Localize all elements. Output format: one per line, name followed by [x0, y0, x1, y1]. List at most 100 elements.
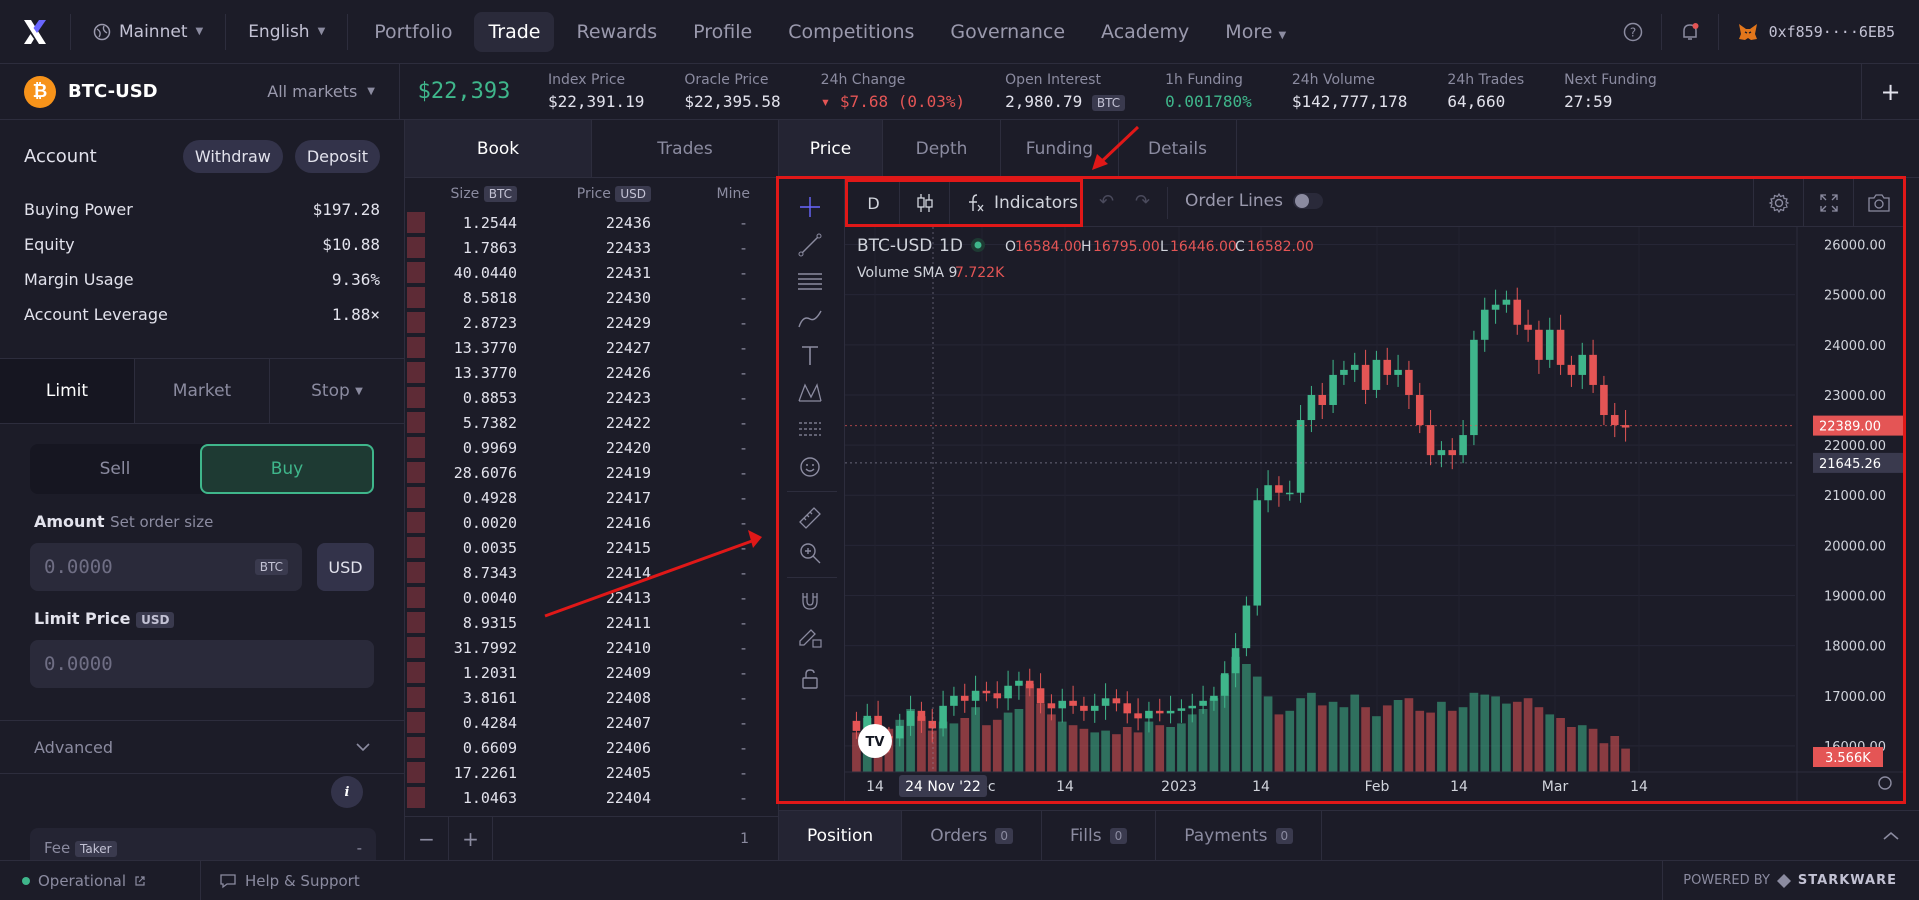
lock-drawing-tool[interactable] [792, 619, 828, 655]
fib-tool[interactable] [792, 263, 828, 299]
zoom-in-button[interactable]: + [449, 816, 493, 860]
orderbook-row[interactable]: 2.8723 22429 - [405, 310, 778, 335]
text-tool[interactable] [792, 337, 828, 373]
orderbook-row[interactable]: 40.0440 22431 - [405, 260, 778, 285]
orderbook-row[interactable]: 3.8161 22408 - [405, 685, 778, 710]
orderbook-row[interactable]: 0.4284 22407 - [405, 710, 778, 735]
tab-position[interactable]: Position [779, 811, 903, 860]
screenshot-button[interactable] [1853, 179, 1903, 227]
orderbook-row[interactable]: 0.6609 22406 - [405, 735, 778, 760]
orderbook-row[interactable]: 8.9315 22411 - [405, 610, 778, 635]
orderbook-row[interactable]: 8.5818 22430 - [405, 285, 778, 310]
help-support-link[interactable]: Help & Support [200, 860, 360, 900]
orderbook-row[interactable]: 0.0035 22415 - [405, 535, 778, 560]
magnet-tool[interactable] [792, 583, 828, 619]
tab-orders[interactable]: Orders 0 [902, 811, 1043, 860]
zoom-tool[interactable] [792, 535, 828, 571]
nav-portfolio[interactable]: Portfolio [374, 20, 453, 43]
orderbook-row[interactable]: 17.2261 22405 - [405, 760, 778, 785]
orderbook-row[interactable]: 0.0020 22416 - [405, 510, 778, 535]
pattern-tool[interactable] [792, 375, 828, 411]
tradingview-logo[interactable]: TV [858, 724, 892, 758]
trendline-tool[interactable] [792, 227, 828, 263]
chart-settings-gear[interactable] [1878, 776, 1892, 790]
orderbook-row[interactable]: 5.7382 22422 - [405, 410, 778, 435]
chart-settings-button[interactable] [1753, 179, 1803, 227]
lock-all-tool[interactable] [792, 661, 828, 697]
brush-tool[interactable] [792, 301, 828, 337]
y-tick-label: 19000.00 [1824, 590, 1886, 605]
sell-button[interactable]: Sell [99, 459, 131, 479]
tab-book[interactable]: Book [405, 120, 592, 177]
tab-price[interactable]: Price [779, 120, 883, 177]
add-panel-button[interactable]: + [1861, 63, 1919, 120]
nav-rewards[interactable]: Rewards [576, 20, 658, 43]
notifications-button[interactable] [1662, 0, 1718, 64]
tab-market[interactable]: Market [135, 359, 270, 423]
orderbook-row[interactable]: 13.3770 22427 - [405, 335, 778, 360]
tab-funding[interactable]: Funding [1001, 120, 1119, 177]
advanced-toggle[interactable]: Advanced [0, 720, 404, 774]
mine-header: Mine [716, 186, 750, 202]
deposit-button[interactable]: Deposit [294, 139, 380, 173]
collapse-button[interactable] [1863, 811, 1919, 860]
prediction-tool[interactable] [792, 411, 828, 447]
language-select[interactable]: English ▼ [226, 22, 347, 42]
volume-bar [1220, 674, 1230, 772]
orderbook-row[interactable]: 31.7992 22410 - [405, 635, 778, 660]
orderbook-row[interactable]: 8.7343 22414 - [405, 560, 778, 585]
nav-more[interactable]: More ▼ [1211, 12, 1300, 52]
caret-down-icon: ▼ [355, 385, 363, 397]
nav-trade[interactable]: Trade [474, 11, 555, 52]
orderbook-row[interactable]: 28.6076 22419 - [405, 460, 778, 485]
withdraw-button[interactable]: Withdraw [182, 139, 283, 173]
orderbook-row[interactable]: 13.3770 22426 - [405, 360, 778, 385]
help-button[interactable]: ? [1605, 0, 1661, 64]
orderbook-row[interactable]: 1.2544 22436 - [405, 210, 778, 235]
undo-icon[interactable]: ↶ [1099, 191, 1115, 212]
buy-button[interactable]: Buy [200, 444, 374, 494]
ruler-tool[interactable] [792, 499, 828, 535]
tab-details[interactable]: Details [1119, 120, 1237, 177]
orderbook-row[interactable]: 1.0463 22404 - [405, 785, 778, 810]
nav-governance[interactable]: Governance [950, 20, 1066, 43]
info-button[interactable]: i [331, 776, 363, 808]
indicators-button[interactable]: Indicators [950, 192, 1078, 214]
status-link[interactable]: Operational [0, 872, 200, 890]
candlestick-icon [916, 194, 933, 212]
limit-price-input[interactable]: 0.0000 [30, 640, 374, 688]
price-chart[interactable]: BTC-USD 1D O 16584.00 H 16795.00 L 16446… [845, 227, 1903, 801]
orderbook-row[interactable]: 1.7863 22433 - [405, 235, 778, 260]
tab-stop[interactable]: Stop ▼ [270, 359, 404, 423]
emoji-tool[interactable] [792, 449, 828, 485]
redo-icon[interactable]: ↷ [1135, 191, 1151, 212]
market-selector[interactable]: ₿ BTC-USD All markets ▼ [0, 63, 400, 120]
crosshair-tool[interactable] [792, 189, 828, 225]
tab-trades[interactable]: Trades [657, 138, 713, 159]
chart-type-button[interactable] [900, 182, 950, 224]
orderbook-row[interactable]: 0.0040 22413 - [405, 585, 778, 610]
nav-competitions[interactable]: Competitions [788, 20, 915, 43]
interval-button[interactable]: D [848, 182, 900, 224]
fullscreen-button[interactable] [1803, 179, 1853, 227]
candle-body [993, 693, 1002, 699]
order-lines-toggle[interactable]: Order Lines [1185, 191, 1323, 211]
nav-divider [347, 13, 349, 50]
network-select[interactable]: Mainnet ▼ [71, 22, 225, 42]
tab-limit[interactable]: Limit [0, 359, 135, 423]
orderbook-row[interactable]: 0.9969 22420 - [405, 435, 778, 460]
tab-depth[interactable]: Depth [883, 120, 1001, 177]
amount-input[interactable]: 0.0000 BTC [30, 543, 302, 591]
dydx-logo[interactable] [0, 0, 70, 64]
all-markets-dropdown[interactable]: All markets ▼ [267, 82, 375, 101]
tab-payments[interactable]: Payments 0 [1156, 811, 1323, 860]
orderbook-row[interactable]: 0.8853 22423 - [405, 385, 778, 410]
orderbook-row[interactable]: 0.4928 22417 - [405, 485, 778, 510]
nav-academy[interactable]: Academy [1101, 20, 1190, 43]
tab-fills[interactable]: Fills 0 [1042, 811, 1157, 860]
wallet-button[interactable]: 0xf859····6EB5 [1719, 0, 1919, 64]
orderbook-row[interactable]: 1.2031 22409 - [405, 660, 778, 685]
usd-toggle-button[interactable]: USD [317, 543, 374, 591]
nav-profile[interactable]: Profile [693, 20, 753, 43]
zoom-out-button[interactable]: − [405, 816, 449, 860]
